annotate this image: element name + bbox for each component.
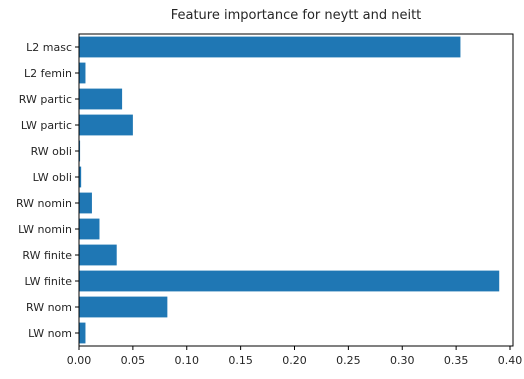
bar-lw-nom	[79, 322, 86, 344]
y-tick-label: RW nom	[26, 301, 72, 314]
bar-l2-masc	[79, 36, 461, 58]
y-tick-label: LW finite	[24, 275, 72, 288]
y-tick-label: RW finite	[22, 249, 72, 262]
y-axis: L2 masc L2 femin RW partic LW partic RW obli…	[16, 41, 79, 340]
x-tick-label: 0.15	[228, 354, 253, 367]
bar-lw-partic	[79, 114, 133, 136]
x-tick-label: 0.35	[444, 354, 469, 367]
bar-rw-finite	[79, 244, 117, 266]
bar-lw-obli	[79, 166, 82, 188]
bars-layer	[79, 36, 500, 344]
y-tick-label: L2 femin	[24, 67, 72, 80]
y-tick-label: LW obli	[33, 171, 72, 184]
chart-title: Feature importance for neytt and neitt	[171, 8, 422, 23]
y-tick-label: RW nomin	[16, 197, 72, 210]
plot-frame	[78, 33, 514, 347]
y-tick-label: LW partic	[21, 119, 72, 132]
bar-rw-nomin	[79, 192, 92, 214]
x-tick-label: 0.40	[498, 354, 523, 367]
y-tick-label: L2 masc	[26, 41, 72, 54]
bar-lw-nomin	[79, 218, 100, 240]
x-tick-label: 0.10	[175, 354, 200, 367]
y-tick-label: RW obli	[31, 145, 72, 158]
bar-lw-finite	[79, 270, 500, 292]
bar-rw-nom	[79, 296, 168, 318]
x-tick-label: 0.30	[390, 354, 415, 367]
bar-l2-femin	[79, 62, 86, 84]
x-axis: 0.00 0.05 0.10 0.15 0.20 0.25 0.30 0.35 0.40	[67, 346, 523, 367]
y-tick-label: RW partic	[19, 93, 72, 106]
x-tick-label: 0.05	[121, 354, 146, 367]
x-tick-label: 0.20	[282, 354, 307, 367]
y-tick-label: LW nom	[28, 327, 72, 340]
bar-rw-obli	[79, 140, 81, 162]
x-tick-label: 0.00	[67, 354, 92, 367]
y-tick-label: LW nomin	[18, 223, 72, 236]
x-tick-label: 0.25	[336, 354, 361, 367]
bar-rw-partic	[79, 88, 123, 110]
